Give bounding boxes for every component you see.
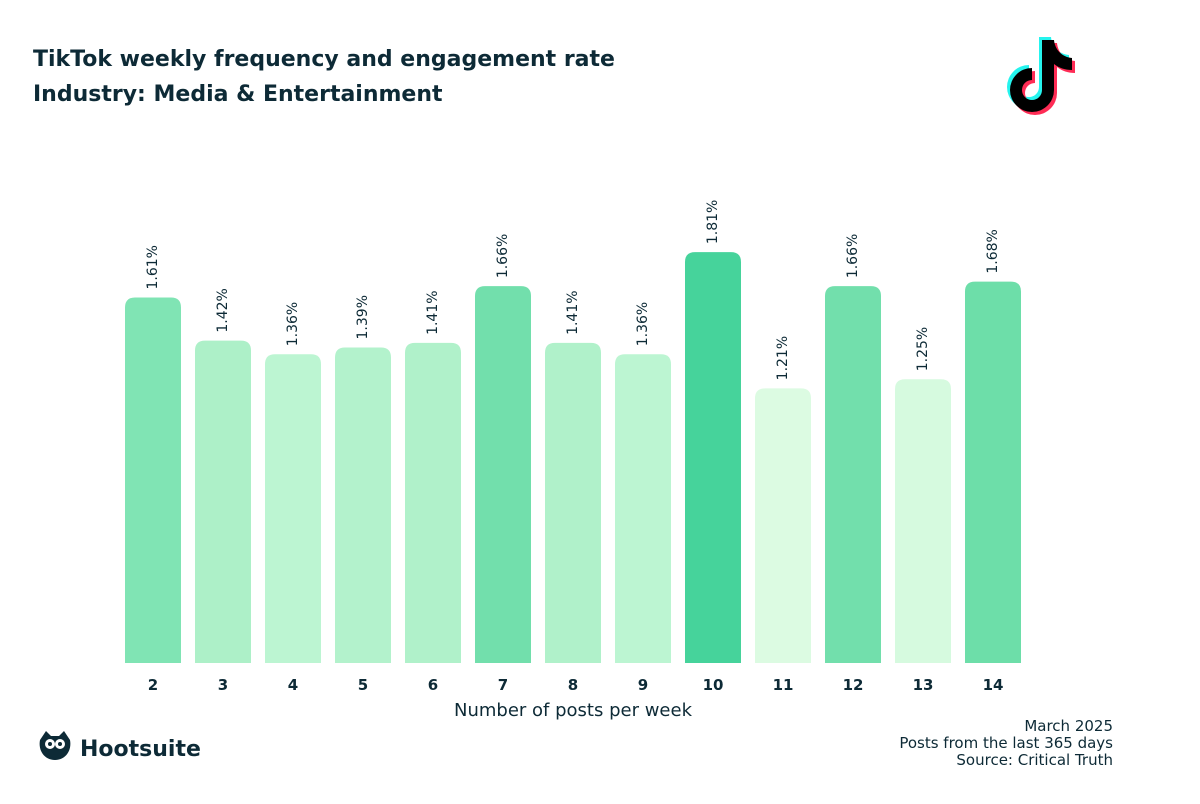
x-tick-label: 12 (843, 676, 864, 694)
x-tick-label: 10 (703, 676, 724, 694)
bar (965, 281, 1021, 663)
bar (685, 252, 741, 663)
tiktok-logo (1007, 37, 1075, 115)
value-label: 1.68% (985, 229, 1001, 273)
value-label: 1.36% (285, 302, 301, 346)
value-label: 1.25% (915, 327, 931, 371)
value-label: 1.66% (845, 234, 861, 278)
bar (895, 379, 951, 663)
x-tick-label: 2 (148, 676, 158, 694)
bar (195, 340, 251, 663)
note: Source: Critical Truth (956, 751, 1113, 769)
bar (475, 286, 531, 663)
chart-subtitle: Industry: Media & Entertainment (33, 82, 443, 107)
x-tick-label: 13 (913, 676, 934, 694)
value-label: 1.36% (635, 302, 651, 346)
x-tick-label: 3 (218, 676, 228, 694)
bar (125, 297, 181, 663)
x-tick-label: 9 (638, 676, 648, 694)
bar (755, 388, 811, 663)
bar (405, 342, 461, 663)
hootsuite-logo: Hootsuite (39, 731, 201, 762)
bar (265, 354, 321, 663)
value-label: 1.41% (425, 290, 441, 334)
value-label: 1.61% (145, 245, 161, 289)
bar (545, 342, 601, 663)
bar (825, 286, 881, 663)
value-label: 1.41% (565, 290, 581, 334)
x-tick-label: 4 (288, 676, 298, 694)
x-axis-label: Number of posts per week (454, 700, 693, 721)
x-tick-label: 11 (773, 676, 794, 694)
x-tick-label: 7 (498, 676, 508, 694)
value-label: 1.81% (705, 200, 721, 244)
note: Posts from the last 365 days (899, 734, 1113, 752)
bar (335, 347, 391, 663)
x-tick-label: 8 (568, 676, 578, 694)
x-tick-label: 14 (983, 676, 1004, 694)
value-label: 1.39% (355, 295, 371, 339)
bar (615, 354, 671, 663)
value-label: 1.42% (215, 288, 231, 332)
chart-title: TikTok weekly frequency and engagement r… (33, 47, 615, 72)
brand: Hootsuite (80, 737, 201, 762)
value-label: 1.66% (495, 234, 511, 278)
x-tick-label: 5 (358, 676, 368, 694)
value-label: 1.21% (775, 336, 791, 380)
x-tick-label: 6 (428, 676, 438, 694)
note: March 2025 (1024, 717, 1113, 735)
